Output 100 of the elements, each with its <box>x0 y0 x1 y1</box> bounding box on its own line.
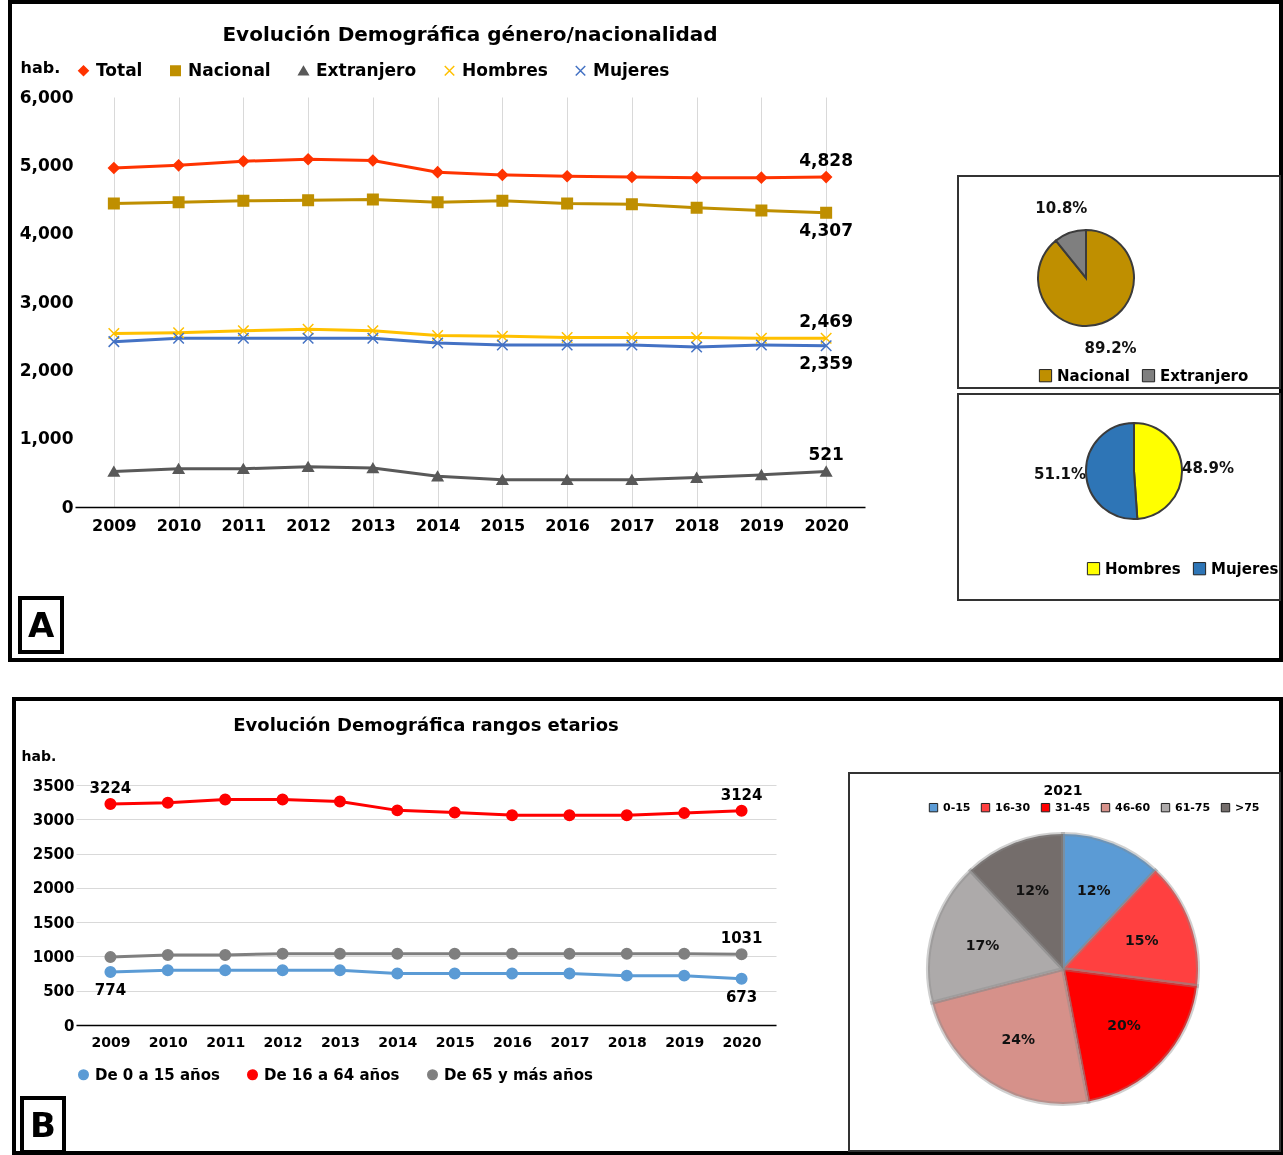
x-tick-label: 2017 <box>610 515 655 535</box>
point <box>104 951 117 964</box>
point <box>448 947 461 960</box>
point <box>366 332 379 345</box>
point <box>678 969 691 982</box>
legend-label: 31-45 <box>1055 800 1091 814</box>
point <box>690 331 703 344</box>
y-tick-label: 3,000 <box>19 291 74 312</box>
point <box>302 461 315 472</box>
point <box>561 170 574 183</box>
point <box>366 154 379 167</box>
data-label: 521 <box>808 444 844 465</box>
point <box>625 198 638 211</box>
point <box>563 947 576 960</box>
data-label: 12% <box>1077 882 1111 899</box>
point <box>107 335 120 348</box>
data-label: 4,828 <box>799 150 854 171</box>
data-label: 2,469 <box>799 311 854 332</box>
data-label: 15% <box>1124 931 1159 948</box>
point <box>625 170 638 183</box>
y-tick-label: 1500 <box>32 913 75 932</box>
point <box>820 466 833 477</box>
point <box>690 201 703 214</box>
x-tick-label: 2015 <box>435 1033 475 1050</box>
point <box>172 463 185 475</box>
point <box>625 339 638 352</box>
point <box>333 964 346 977</box>
point <box>496 339 509 352</box>
point <box>431 329 444 342</box>
data-label: 10.8% <box>1035 199 1088 218</box>
data-label: 20% <box>1107 1017 1141 1034</box>
chart-title: 2021 <box>1043 782 1083 798</box>
x-tick-label: 2013 <box>351 515 396 535</box>
point <box>448 967 461 980</box>
point <box>820 339 833 352</box>
data-label: 3124 <box>720 785 763 804</box>
point <box>620 969 633 982</box>
point <box>107 327 120 340</box>
point <box>276 793 289 806</box>
point <box>366 324 379 337</box>
legend-label: 0-15 <box>943 800 971 814</box>
legend-label: Mujeres <box>1211 559 1279 578</box>
x-tick-label: 2014 <box>415 515 461 535</box>
point <box>104 797 117 810</box>
y-tick-label: 2500 <box>32 845 75 864</box>
point <box>366 462 379 474</box>
point <box>161 949 174 962</box>
point <box>333 795 346 808</box>
point <box>506 947 519 960</box>
point <box>755 469 768 481</box>
y-tick-label: 2,000 <box>19 359 74 380</box>
x-tick-label: 2020 <box>804 515 849 535</box>
point <box>506 967 519 980</box>
data-label: 2,359 <box>799 352 854 373</box>
legend-label: De 65 y más años <box>444 1065 593 1084</box>
x-tick-label: 2017 <box>550 1033 590 1050</box>
point <box>496 168 509 181</box>
legend-label: >75 <box>1235 800 1260 814</box>
y-tick-label: 0 <box>61 496 74 517</box>
data-label: 4,307 <box>799 219 854 240</box>
point <box>755 171 768 184</box>
point <box>219 964 232 977</box>
x-tick-label: 2016 <box>493 1033 533 1050</box>
point <box>563 967 576 980</box>
point <box>690 171 703 184</box>
legend-label: De 0 a 15 años <box>95 1065 221 1084</box>
point <box>755 339 768 352</box>
point <box>172 326 185 339</box>
point <box>391 967 404 980</box>
y-tick-label: 500 <box>43 982 75 1001</box>
x-tick-label: 2010 <box>156 515 202 535</box>
data-label: 3224 <box>89 778 132 797</box>
point <box>431 166 444 179</box>
legend-label: 61-75 <box>1175 800 1211 814</box>
legend-label: Extranjero <box>316 59 417 80</box>
point <box>735 948 748 961</box>
point <box>820 206 833 219</box>
point <box>561 331 574 344</box>
point <box>302 323 315 336</box>
legend-label: De 16 a 64 años <box>264 1065 400 1084</box>
point <box>620 809 633 822</box>
point <box>735 804 748 817</box>
legend-label: Hombres <box>462 59 548 80</box>
data-label: 1031 <box>720 929 763 948</box>
chart-title: Evolución Demográfica género/nacionalidad <box>222 22 718 46</box>
x-tick-label: 2011 <box>221 515 267 535</box>
point <box>219 793 232 806</box>
x-tick-label: 2009 <box>92 515 137 535</box>
point <box>496 474 509 485</box>
x-tick-label: 2016 <box>545 515 590 535</box>
point <box>391 947 404 960</box>
legend-label: Mujeres <box>593 59 670 80</box>
x-tick-label: 2019 <box>739 515 785 535</box>
point <box>678 947 691 960</box>
x-tick-label: 2020 <box>722 1033 762 1050</box>
point <box>107 197 120 210</box>
point <box>735 972 748 985</box>
point <box>496 194 509 207</box>
point <box>431 337 444 349</box>
point <box>237 155 250 168</box>
